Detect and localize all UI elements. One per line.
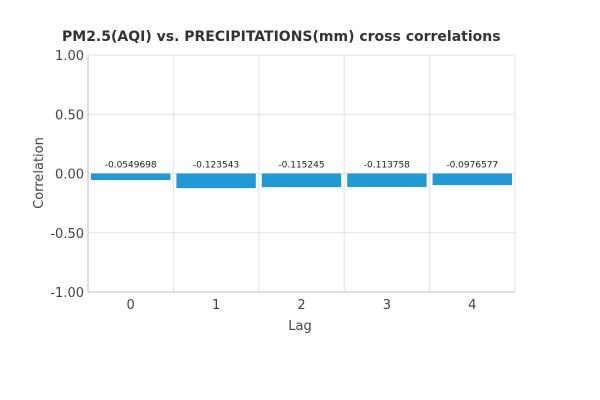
x-tick-label: 1 xyxy=(212,298,220,313)
y-tick-label: 0.00 xyxy=(55,168,84,183)
x-tick-label: 2 xyxy=(297,298,305,313)
bar-lag-4[interactable] xyxy=(432,173,512,186)
bar-lag-3[interactable] xyxy=(347,173,427,187)
y-tick-label: -0.50 xyxy=(50,227,84,242)
x-axis-title: Lag xyxy=(288,319,311,334)
bars xyxy=(91,173,512,189)
y-tick-label: 0.50 xyxy=(55,108,84,123)
x-tick-label: 3 xyxy=(383,298,391,313)
bar-lag-2[interactable] xyxy=(261,173,342,188)
y-axis-title: Correlation xyxy=(32,137,47,209)
data-labels: -0.0549698 -0.123543 -0.115245 -0.113758 -0.… xyxy=(105,161,499,171)
bar-value-label: -0.0549698 xyxy=(105,161,157,171)
x-tick-label: 0 xyxy=(127,298,135,313)
bar-value-label: -0.123543 xyxy=(193,161,239,171)
bar-lag-0[interactable] xyxy=(91,173,171,181)
bar-value-label: -0.115245 xyxy=(278,161,324,171)
axes: 1.00 0.50 0.00 -0.50 -1.00 0 1 2 3 4 xyxy=(50,49,515,313)
x-tick-label: 4 xyxy=(468,298,476,313)
bar-value-label: -0.113758 xyxy=(364,161,410,171)
y-tick-label: -1.00 xyxy=(50,286,84,301)
chart-title: PM2.5(AQI) vs. PRECIPITATIONS(mm) cross … xyxy=(62,29,501,45)
bar-value-label: -0.0976577 xyxy=(446,161,498,171)
bar-lag-1[interactable] xyxy=(176,173,256,189)
y-tick-label: 1.00 xyxy=(55,49,84,64)
